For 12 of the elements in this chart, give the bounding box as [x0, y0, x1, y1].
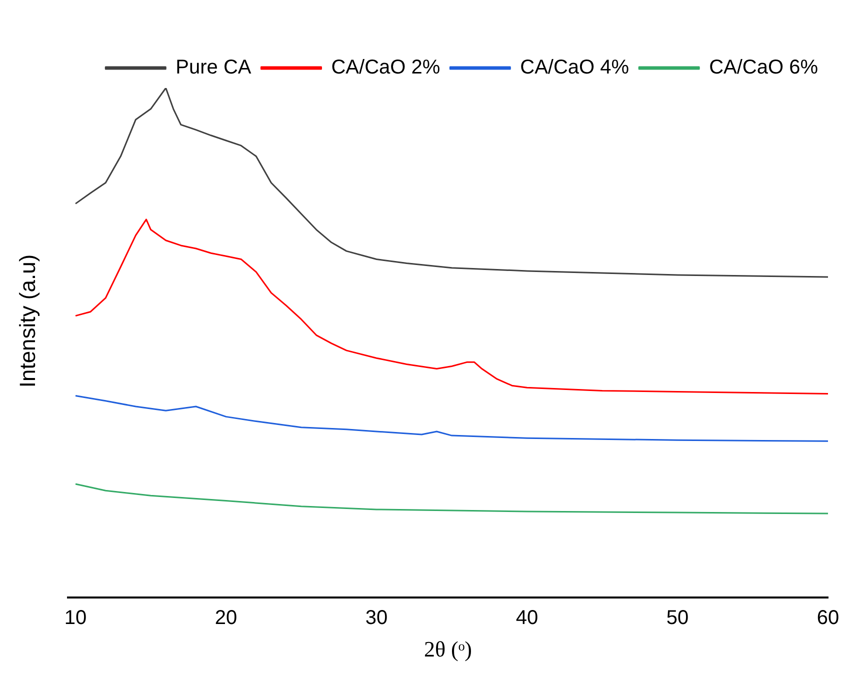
x-tick-label: 50	[666, 607, 689, 630]
legend-label: Pure CA	[176, 56, 252, 79]
x-axis-title: 2θ (ᵒ)	[424, 636, 472, 662]
x-tick-label: 20	[214, 607, 238, 630]
x-tick-label: 30	[365, 607, 388, 630]
x-tick-label: 60	[816, 607, 840, 630]
legend-label: CA/CaO 2%	[331, 56, 440, 79]
legend-label: CA/CaO 4%	[520, 56, 630, 79]
legend-label: CA/CaO 6%	[709, 56, 818, 79]
x-tick-label: 40	[516, 607, 538, 630]
x-tick-label: 10	[64, 607, 87, 630]
y-axis-title: Intensity (a.u)	[15, 253, 41, 390]
